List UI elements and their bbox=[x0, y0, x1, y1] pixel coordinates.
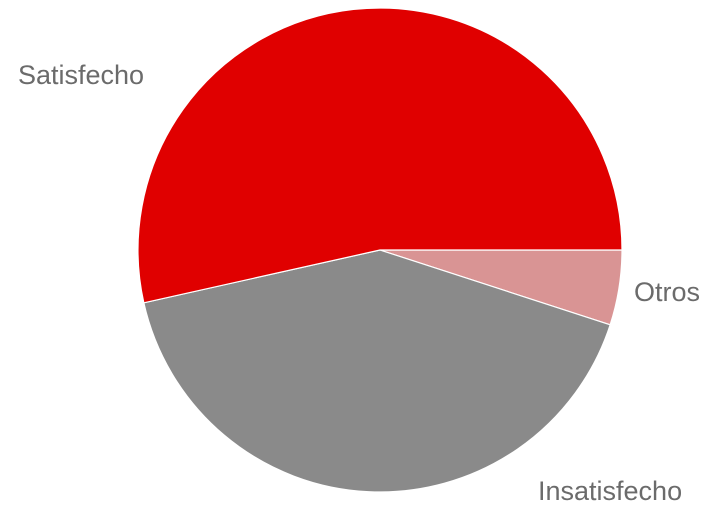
slice-label-otros: Otros bbox=[634, 277, 700, 307]
slice-label-insatisfecho: Insatisfecho bbox=[538, 476, 682, 506]
pie-slice-satisfecho bbox=[137, 7, 623, 304]
slice-label-satisfecho: Satisfecho bbox=[18, 60, 144, 90]
pie-slices bbox=[137, 7, 623, 493]
pie-slice-insatisfecho bbox=[143, 249, 611, 493]
